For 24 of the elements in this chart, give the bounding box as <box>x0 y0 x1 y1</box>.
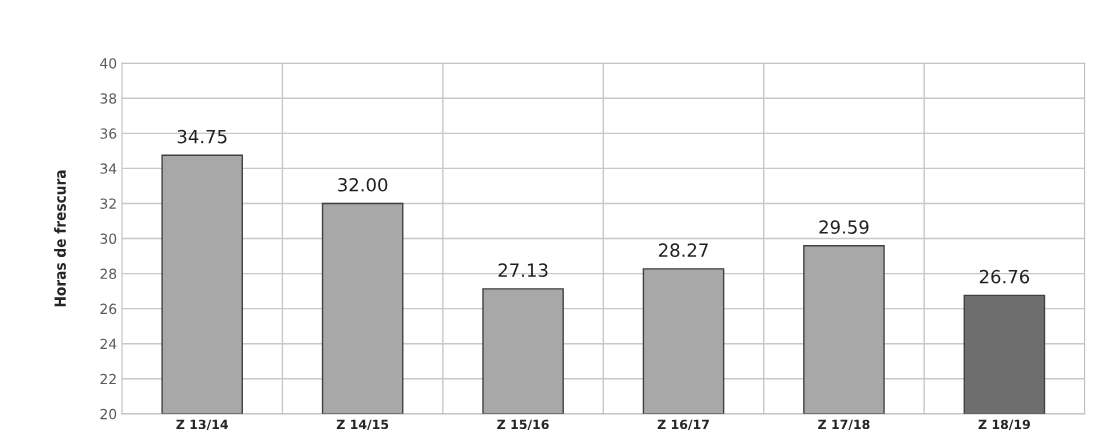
y-tick-label: 38 <box>100 93 117 104</box>
y-tick-label: 20 <box>100 408 117 420</box>
data-label: 34.75 <box>177 129 227 144</box>
x-tick-label: Z 18/19 <box>978 419 1030 431</box>
x-tick-label: Z 14/15 <box>336 419 389 431</box>
y-tick-label: 28 <box>100 268 117 280</box>
y-tick-label: 26 <box>100 303 117 315</box>
y-tick-label: 22 <box>100 373 116 385</box>
data-label: 26.76 <box>979 269 1030 284</box>
y-tick-label: 24 <box>100 338 117 349</box>
y-axis-title: Horas de frescura <box>54 170 66 307</box>
data-label: 32.00 <box>338 177 388 192</box>
x-tick-label: Z 17/18 <box>818 419 870 431</box>
x-tick-label: Z 16/17 <box>657 419 709 431</box>
data-label: 29.59 <box>819 220 869 234</box>
y-tick-label: 32 <box>100 198 116 209</box>
y-tick-label: 40 <box>100 58 117 69</box>
y-tick-label: 30 <box>100 233 117 244</box>
data-label: 27.13 <box>498 263 548 278</box>
y-tick-label: 34 <box>100 163 117 174</box>
data-label: 28.27 <box>658 243 708 258</box>
x-tick-label: Z 13/14 <box>176 419 229 431</box>
y-tick-label: 36 <box>100 128 117 139</box>
x-tick-label: Z 15/16 <box>497 419 549 431</box>
